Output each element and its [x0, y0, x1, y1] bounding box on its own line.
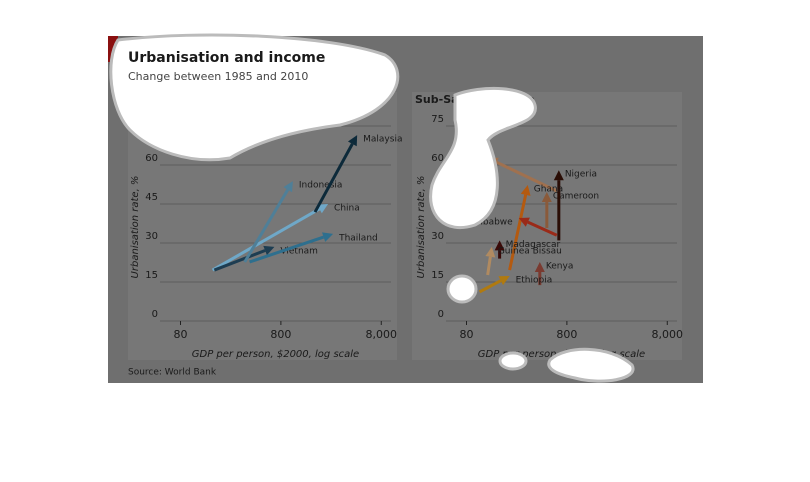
- x-tick-label: 800: [556, 328, 577, 341]
- arrow-label: Ethiopia: [516, 276, 553, 286]
- arrow: [527, 220, 558, 237]
- y-tick-label: 15: [431, 270, 444, 281]
- y-tick-label: 0: [438, 309, 444, 320]
- y-tick-label: 60: [431, 153, 444, 164]
- arrow-head: [553, 170, 564, 181]
- arrow: [213, 249, 266, 272]
- arrow: [496, 160, 558, 193]
- arrow-head: [347, 135, 358, 147]
- arrow: [508, 194, 528, 271]
- arrow-label: Guinea Bissau: [498, 246, 562, 256]
- arrow-head: [283, 181, 293, 193]
- arrow-head: [534, 261, 545, 272]
- arrow-head: [322, 232, 334, 242]
- x-axis-label: GDP per person, $2000, log scale: [192, 349, 359, 360]
- y-tick-label: 45: [145, 192, 158, 203]
- arrow: [211, 207, 321, 272]
- arrow: [486, 256, 492, 276]
- arrow-head: [520, 185, 531, 196]
- y-tick-label: 15: [145, 270, 158, 281]
- x-tick-label: 8,000: [366, 328, 398, 341]
- arrow: [313, 143, 354, 213]
- y-tick-label: 30: [145, 231, 158, 242]
- x-tick-label: 8,000: [652, 328, 684, 341]
- arrow-label: Kenya: [546, 261, 574, 271]
- arrow-head: [494, 240, 505, 251]
- arrow: [243, 188, 290, 263]
- y-tick-label: 30: [431, 231, 444, 242]
- y-tick-label: 0: [152, 309, 158, 320]
- arrow-head: [263, 245, 275, 256]
- highlight-blobs: [109, 33, 635, 383]
- x-tick-label: 800: [270, 328, 291, 341]
- arrow-label: Nigeria: [565, 170, 597, 180]
- arrow-label: Ghana: [534, 185, 563, 195]
- arrow-head: [485, 246, 496, 258]
- arrow-head: [541, 192, 552, 203]
- arrow-label: China: [334, 204, 360, 214]
- arrow-label: Cameroon: [553, 192, 599, 202]
- arrow-label: Malaysia: [363, 135, 402, 145]
- x-tick-label: 80: [173, 328, 187, 341]
- title: Urbanisation and income: [128, 50, 325, 66]
- arrow-head: [498, 276, 510, 286]
- y-axis-label: Urbanisation rate, %: [130, 176, 141, 279]
- y-tick-label: 75: [431, 114, 444, 125]
- arrow-label: Vietnam: [280, 246, 318, 256]
- arrow-label: Madagascar: [506, 240, 561, 250]
- arrow-label: Zimbabwe: [465, 218, 513, 228]
- subtitle: Change between 1985 and 2010: [128, 70, 308, 83]
- arrow-label: Thailand: [338, 233, 378, 243]
- y-axis-label: Urbanisation rate, %: [416, 176, 427, 279]
- source: Source: World Bank: [128, 368, 217, 378]
- y-tick-label: 60: [145, 153, 158, 164]
- arrow-head: [518, 217, 530, 227]
- arrow: [478, 279, 502, 294]
- x-tick-label: 80: [459, 328, 473, 341]
- arrow: [249, 235, 325, 264]
- arrow-label: Indonesia: [299, 181, 343, 191]
